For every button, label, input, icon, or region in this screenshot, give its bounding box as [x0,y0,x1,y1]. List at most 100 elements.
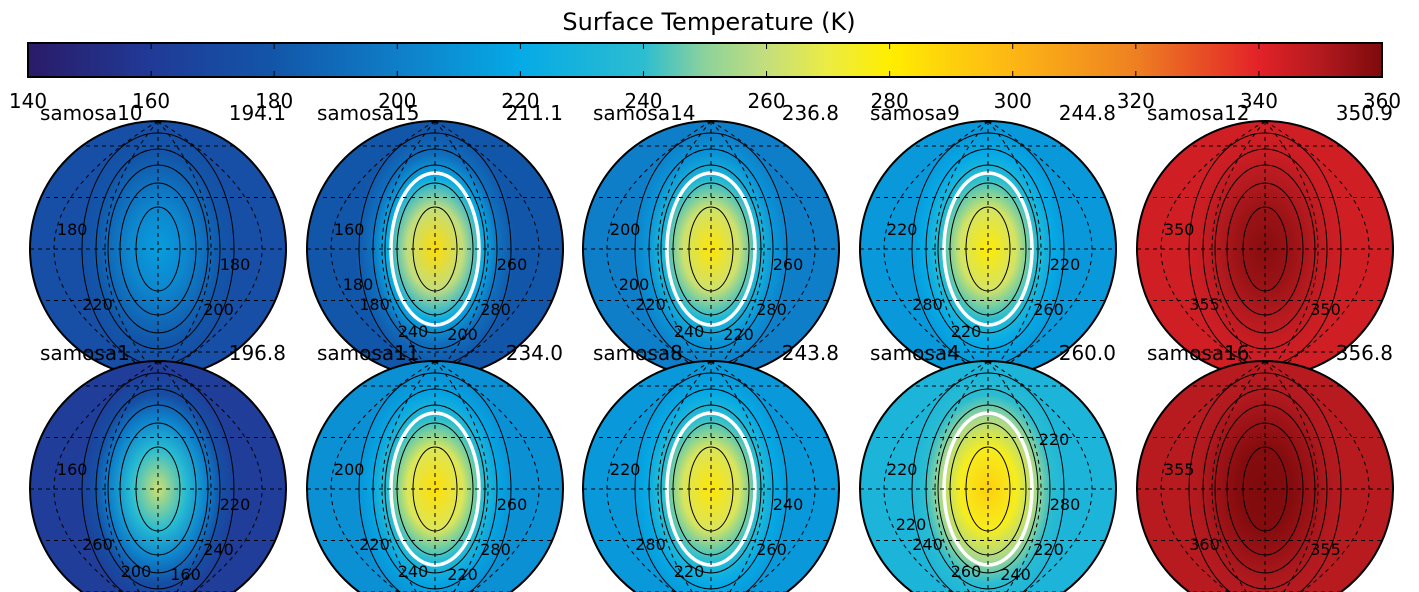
meridian-line [53,121,159,377]
panel-name: samosa11 [317,341,420,365]
meridian-line [434,121,489,377]
contour-label: 220 [1033,540,1064,559]
meridian-line [330,361,436,592]
contour-label: 200 [447,325,478,344]
contour-label: 260 [773,255,804,274]
panel-name: samosa15 [317,101,420,125]
colorbar-tick-label: 300 [994,89,1032,113]
graticule [30,121,286,377]
colorbar-tick-label: 360 [1363,89,1401,113]
contour-label: 280 [635,535,666,554]
panel-name: samosa14 [593,101,696,125]
contour-label: 355 [1164,460,1195,479]
contour-label: 200 [121,562,152,581]
colorbar-tick-label: 240 [624,89,662,113]
contour-label: 240 [203,540,234,559]
meridian-line [657,361,712,592]
contour-label: 180 [359,295,390,314]
panel-samosa15: 160 180 280 260 240 200 180 samosa15 211.1 [306,101,564,378]
panel-mean-value: 236.8 [782,101,839,125]
globe-outline [29,360,287,592]
contour-label: 220 [1050,255,1081,274]
colorbar-tick-label: 200 [378,89,416,113]
colorbar-tick-label: 280 [871,89,909,113]
panel-name: samosa8 [593,341,683,365]
meridian-line [987,121,1093,377]
contour-label: 280 [1050,495,1081,514]
meridian-line [53,361,159,592]
panel-mean-value: 350.9 [1336,101,1393,125]
contour-label: 200 [619,275,650,294]
panel-mean-value: 244.8 [1059,101,1116,125]
meridian-line [883,361,989,592]
meridian-line [157,121,263,377]
contour-label: 200 [334,460,365,479]
contour-label: 260 [1033,300,1064,319]
meridian-line [987,361,1093,592]
panel-name: samosa16 [1147,341,1250,365]
contour-label: 240 [398,322,429,341]
contour-label: 260 [951,562,982,581]
contour-label: 220 [359,535,390,554]
meridian-line [381,361,436,592]
contour-label: 160 [334,220,365,239]
meridian-line [157,361,212,592]
contour-label: 260 [497,495,528,514]
meridian-line [434,361,540,592]
meridian-line [1264,121,1370,377]
panel-name: samosa4 [870,341,960,365]
colorbar-tick-label: 220 [501,89,539,113]
meridian-line [434,121,540,377]
contour-label: 220 [887,220,918,239]
contour-label: 220 [1039,430,1070,449]
meridian-line [1160,121,1266,377]
contour-label: 220 [951,322,982,341]
colorbar-tick-label: 140 [9,89,47,113]
contour-label: 180 [220,255,251,274]
contour-label: 200 [610,220,641,239]
contour-label: 280 [480,300,511,319]
graticule [860,121,1116,377]
meridian-line [1211,361,1266,592]
meridian-line [1211,121,1266,377]
contour-label: 350 [1164,220,1195,239]
graticule [583,361,839,592]
meridian-line [381,121,436,377]
meridian-line [606,361,712,592]
panel-name: samosa10 [40,101,143,125]
meridian-line [987,361,1042,592]
contour-label: 220 [82,295,113,314]
globe-outline [582,360,840,592]
contour-label: 260 [756,540,787,559]
contour-label: 240 [912,535,943,554]
contour-label: 240 [674,322,705,341]
contour-label: 180 [57,220,88,239]
contour-label: 260 [82,535,113,554]
colorbar-tick-label: 180 [255,89,293,113]
meridian-line [330,121,436,377]
colorbar-tick-label: 340 [1240,89,1278,113]
panel-mean-value: 234.0 [506,341,563,365]
colorbar-tick-label: 260 [747,89,785,113]
colorbar-tick-label: 320 [1117,89,1155,113]
meridian-line [157,121,212,377]
meridian-line [657,121,712,377]
meridian-line [883,121,989,377]
globe-outline [1136,360,1394,592]
contour-label: 280 [912,295,943,314]
panel-samosa1: 160 260 240 220 200 160 samosa1 196.8 [29,341,287,592]
meridian-line [606,121,712,377]
meridian-line [710,121,816,377]
panel-samosa10: 180 220 200 180 samosa10 194.1 [29,101,287,378]
meridian-line [987,121,1042,377]
contour-label: 220 [635,295,666,314]
meridian-line [1160,361,1266,592]
panel-mean-value: 211.1 [506,101,563,125]
contour-label: 240 [773,495,804,514]
figure-title: Surface Temperature (K) [562,8,855,36]
contour-label: 355 [1189,295,1220,314]
contour-label: 350 [1310,300,1341,319]
